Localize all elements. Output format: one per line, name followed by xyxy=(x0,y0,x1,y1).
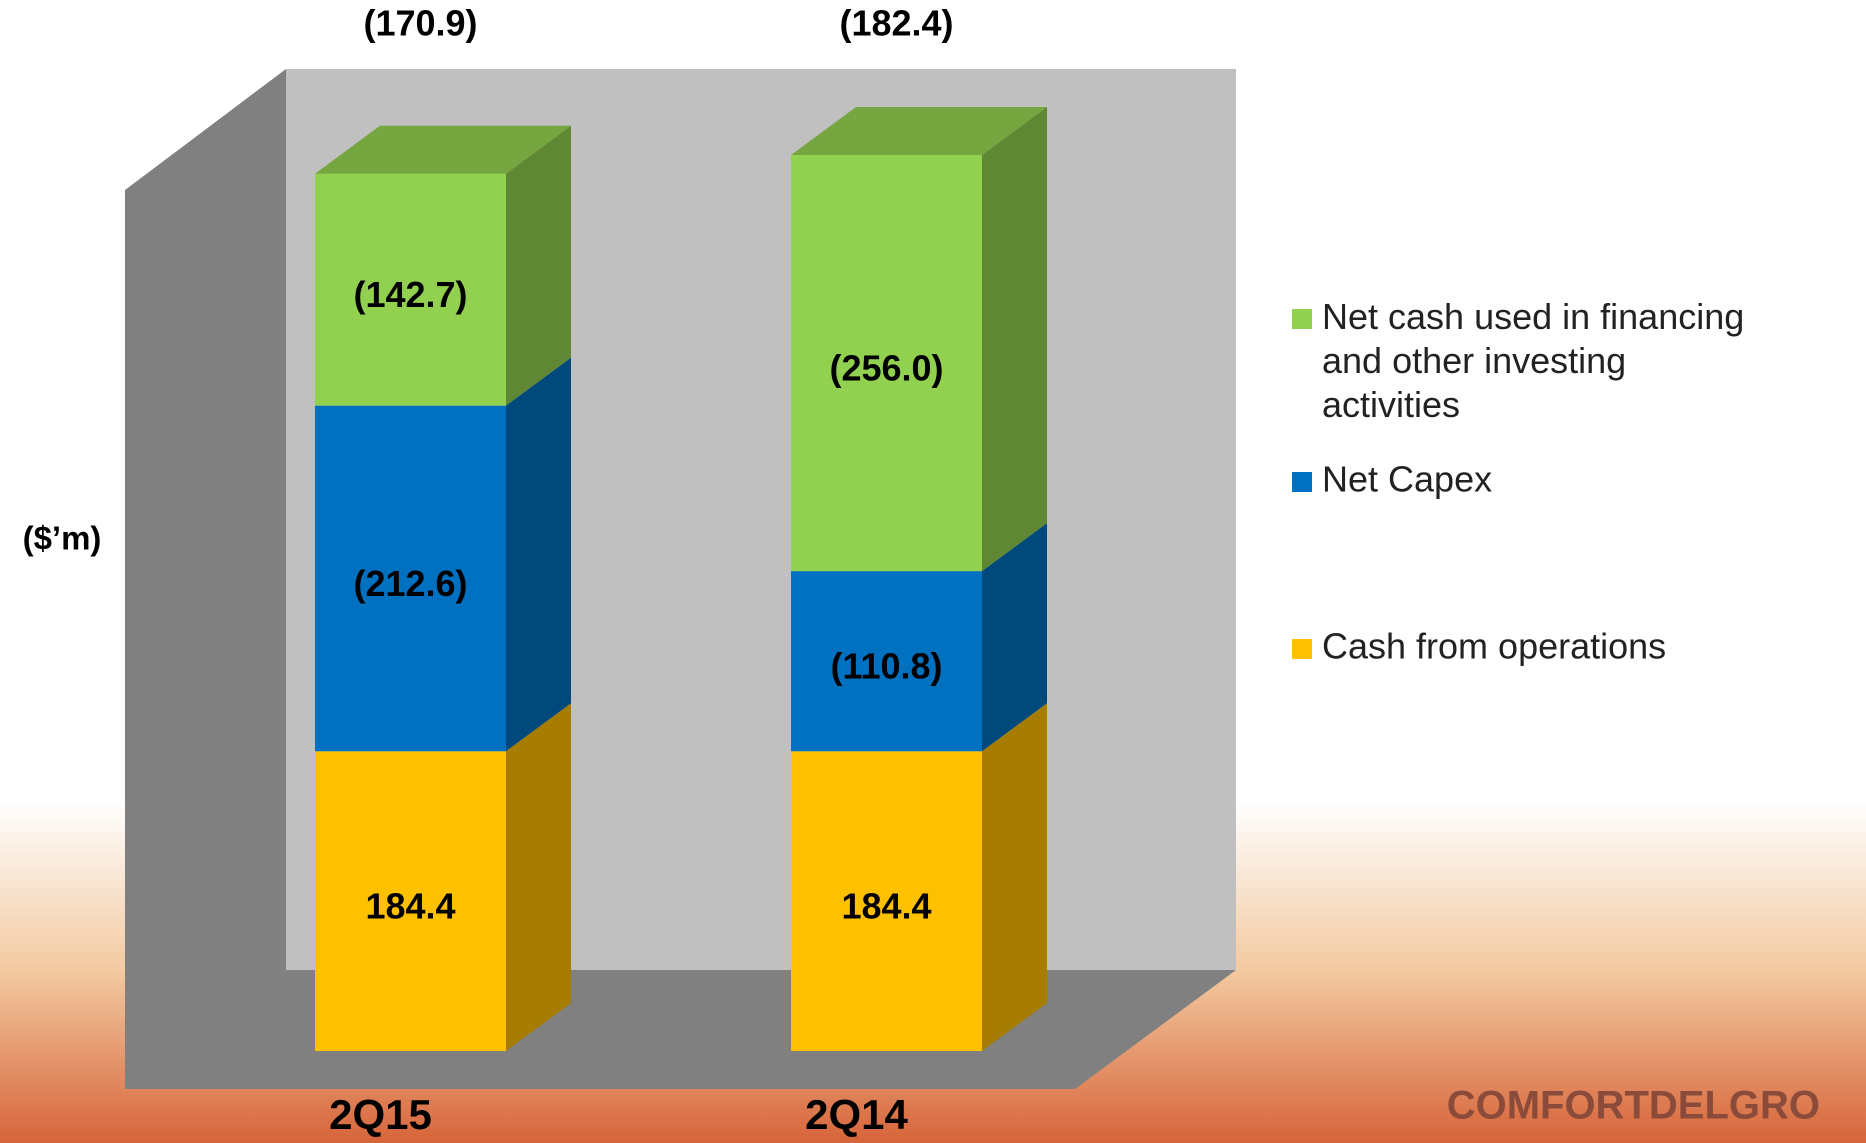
left-wall xyxy=(125,69,286,1089)
bar-side xyxy=(982,703,1047,1051)
legend-swatch xyxy=(1292,472,1312,492)
bar xyxy=(315,173,506,406)
bar-top xyxy=(315,125,571,174)
bar-side xyxy=(982,523,1047,752)
bar xyxy=(315,751,506,1051)
bar-side xyxy=(506,703,571,1051)
bar-side xyxy=(506,125,571,406)
legend-swatch xyxy=(1292,639,1312,659)
data-label: (212.6) xyxy=(353,563,467,604)
data-label: 184.4 xyxy=(365,886,455,927)
bar xyxy=(315,405,506,752)
legend-label: Net Capex xyxy=(1322,459,1492,500)
bar-side xyxy=(982,107,1047,572)
data-label: (256.0) xyxy=(829,348,943,389)
legend-label: Net cash used in financing and other inve… xyxy=(1322,296,1744,425)
total-label: (170.9) xyxy=(363,3,477,44)
total-label: (182.4) xyxy=(839,3,953,44)
bar xyxy=(791,155,982,572)
floor xyxy=(125,970,1236,1089)
y-axis-label: ($’m) xyxy=(23,520,102,557)
legend-label: Cash from operations xyxy=(1322,626,1666,667)
data-label: (110.8) xyxy=(830,646,942,687)
logo: COMFORTDELGRO xyxy=(1447,1084,1820,1128)
legend-swatch xyxy=(1292,309,1312,329)
x-tick-label: 2Q15 xyxy=(329,1091,432,1138)
bar xyxy=(791,751,982,1051)
bar xyxy=(791,571,982,752)
bar-side xyxy=(506,357,571,752)
data-label: 184.4 xyxy=(841,886,931,927)
x-tick-label: 2Q14 xyxy=(805,1091,908,1138)
bar-top xyxy=(791,107,1047,155)
data-label: (142.7) xyxy=(353,274,467,315)
